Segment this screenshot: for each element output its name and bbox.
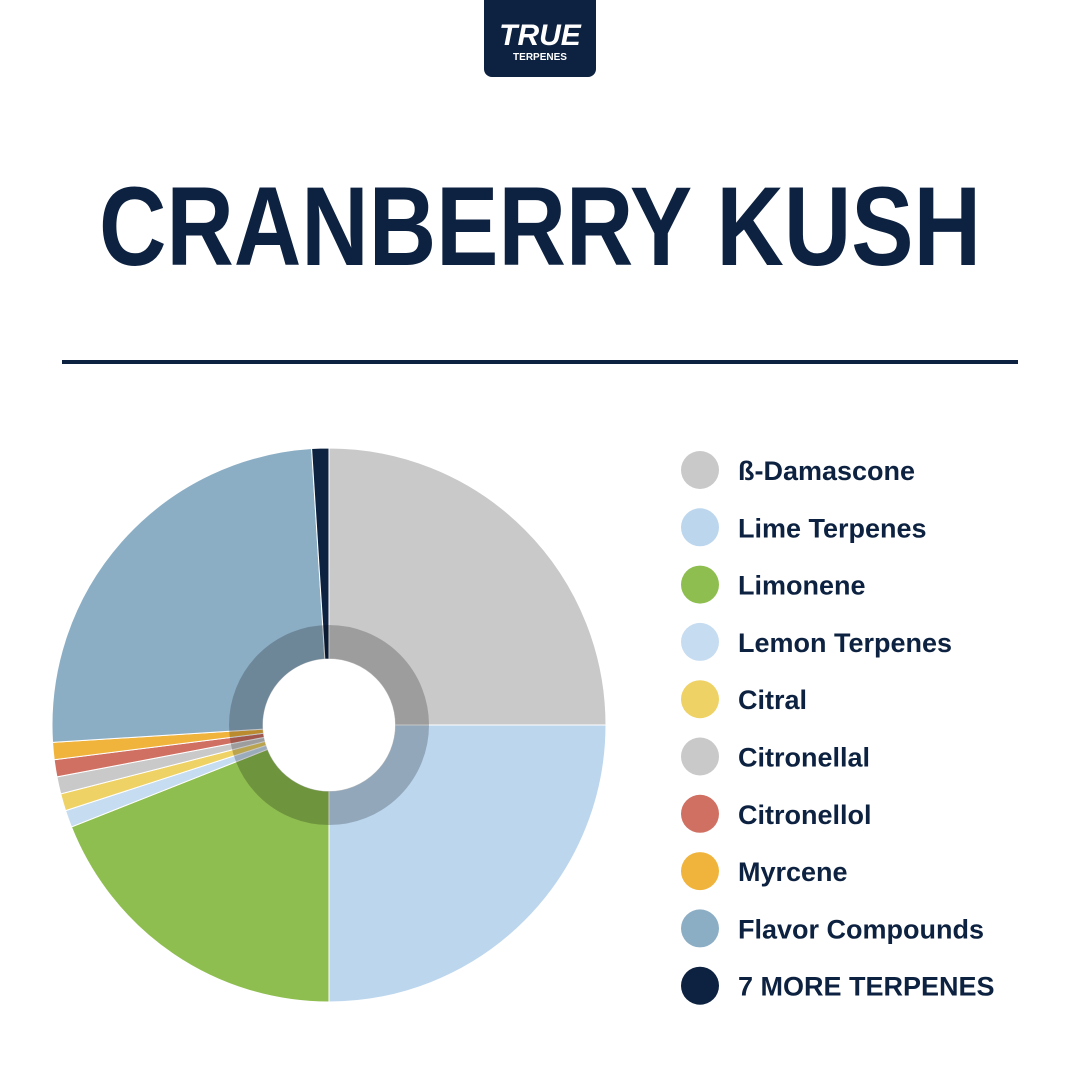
legend-swatch (681, 737, 719, 776)
pie-slice (328, 724, 607, 1003)
legend-label: Citronellol (738, 800, 872, 830)
legend-label: ß-Damascone (738, 456, 915, 486)
legend-swatch (681, 565, 719, 604)
chart-title: CRANBERRY KUSH (99, 164, 981, 289)
pie-slice (328, 447, 607, 726)
logo-box (484, 0, 596, 77)
legend-swatch (681, 622, 719, 661)
legend: ß-Damascone Lime Terpenes Limonene Lemon Te… (681, 451, 995, 1005)
legend-swatch (681, 966, 719, 1005)
legend-label: Citronellal (738, 743, 870, 773)
legend-label: Myrcene (738, 857, 848, 887)
logo-text: TRUE (499, 19, 582, 52)
inner-ring-shade (229, 625, 429, 825)
legend-label: Limonene (738, 571, 866, 601)
legend-swatch (681, 451, 719, 489)
legend-label: Lime Terpenes (738, 513, 927, 543)
legend-label: Flavor Compounds (738, 914, 984, 944)
pie-slice (51, 448, 326, 743)
pie (51, 447, 607, 1003)
legend-swatch (681, 909, 719, 948)
legend-swatch (681, 508, 719, 547)
legend-label: 7 MORE TERPENES (738, 972, 995, 1002)
legend-swatch (681, 852, 719, 891)
legend-label: Lemon Terpenes (738, 628, 952, 658)
logo-subtext: TERPENES (513, 52, 567, 63)
legend-swatch (681, 794, 719, 833)
center-hole (263, 659, 395, 791)
legend-swatch (681, 680, 719, 719)
legend-label: Citral (738, 685, 807, 715)
